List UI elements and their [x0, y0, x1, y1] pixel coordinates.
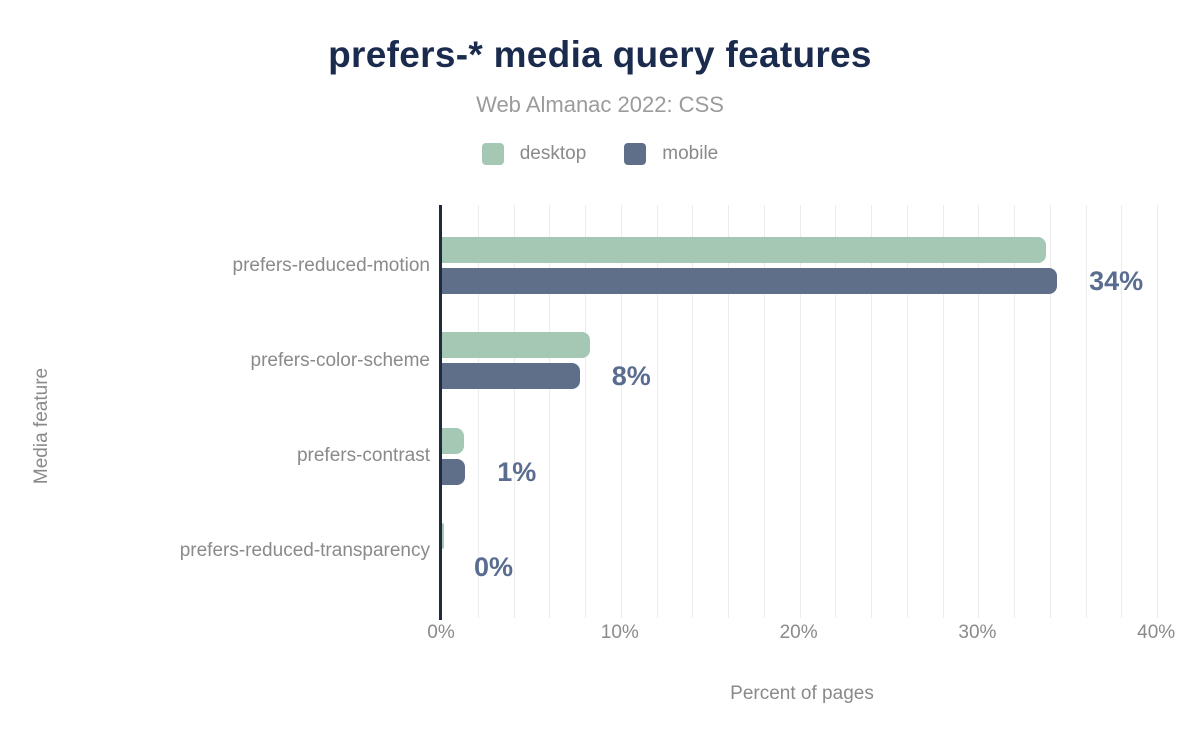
mobile-series-swatch-icon	[624, 143, 647, 165]
gridline	[692, 205, 694, 618]
gridline	[763, 205, 765, 618]
category-label-prefers-reduced-transparency: prefers-reduced-transparency	[179, 540, 430, 562]
gridline	[728, 205, 730, 618]
bar-desktop-prefers-contrast[interactable]	[442, 427, 464, 454]
gridline	[549, 205, 551, 618]
gridline	[799, 205, 801, 618]
bar-mobile-prefers-color-scheme[interactable]	[442, 363, 580, 390]
x-tick-label-20%: 20%	[779, 622, 818, 643]
gridline	[620, 205, 622, 618]
legend: desktop mobile	[0, 143, 1200, 165]
category-label-prefers-color-scheme: prefers-color-scheme	[250, 349, 431, 371]
gridline	[942, 205, 944, 618]
gridline	[1014, 205, 1016, 618]
x-tick-label-10%: 10%	[600, 622, 639, 643]
legend-item-desktop[interactable]: desktop	[481, 143, 587, 165]
value-label-prefers-color-scheme: 8%	[611, 361, 651, 392]
x-tick-label-40%: 40%	[1137, 622, 1176, 643]
gridline	[978, 205, 980, 618]
gridline	[1157, 205, 1159, 618]
gridline	[1121, 205, 1123, 618]
y-axis-line	[439, 205, 442, 620]
gridline	[477, 205, 479, 618]
legend-label-desktop: desktop	[519, 143, 587, 164]
bar-desktop-prefers-reduced-transparency[interactable]	[442, 522, 444, 549]
category-label-prefers-reduced-motion: prefers-reduced-motion	[232, 254, 430, 276]
gridline	[835, 205, 837, 618]
value-label-prefers-contrast: 1%	[497, 456, 537, 487]
chart-subtitle: Web Almanac 2022: CSS	[476, 92, 724, 117]
bar-mobile-prefers-contrast[interactable]	[442, 458, 466, 485]
x-axis-title: Percent of pages	[730, 683, 874, 704]
desktop-series-swatch-icon	[481, 143, 504, 165]
x-tick-label-0%: 0%	[427, 622, 455, 643]
gridline	[871, 205, 873, 618]
category-label-prefers-contrast: prefers-contrast	[296, 445, 430, 467]
gridline	[1085, 205, 1087, 618]
gridline	[585, 205, 586, 618]
gridline	[513, 205, 515, 618]
gridline	[656, 205, 658, 618]
bar-desktop-prefers-reduced-motion[interactable]	[442, 237, 1047, 263]
value-label-prefers-reduced-transparency: 0%	[474, 551, 514, 582]
bar-mobile-prefers-reduced-motion[interactable]	[442, 268, 1058, 294]
legend-item-mobile[interactable]: mobile	[624, 143, 718, 165]
chart-title: prefers-* media query features	[328, 34, 872, 75]
plot-area: 34% 8% 1% 0%	[442, 205, 1164, 618]
gridline	[906, 205, 908, 618]
bar-desktop-prefers-color-scheme[interactable]	[442, 332, 591, 359]
value-label-prefers-reduced-motion: 34%	[1089, 266, 1144, 296]
gridline	[1049, 205, 1051, 618]
x-tick-label-30%: 30%	[958, 622, 997, 643]
legend-label-mobile: mobile	[662, 143, 719, 164]
